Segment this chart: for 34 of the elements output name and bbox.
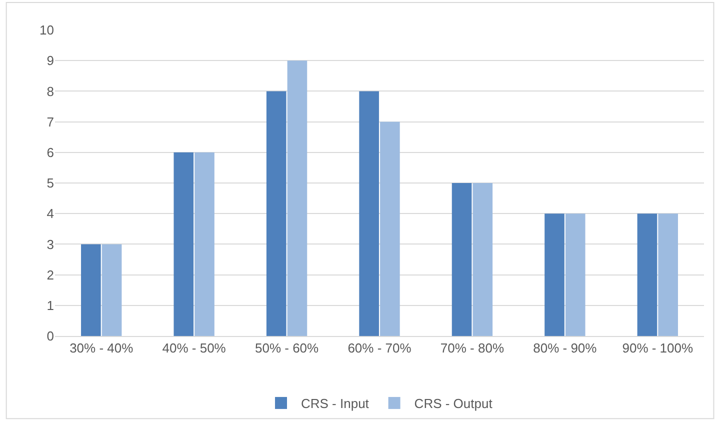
bar (658, 214, 678, 336)
bar (544, 214, 564, 336)
x-tick-label: 80% - 90% (533, 340, 598, 356)
bar (637, 214, 658, 336)
bar (472, 183, 493, 336)
x-tick-label: 30% - 40% (70, 340, 134, 356)
bar (359, 91, 379, 336)
y-tick-label: 5 (46, 176, 54, 191)
bar (266, 91, 286, 336)
x-tick-label: 90% - 100% (622, 340, 694, 356)
bar (194, 152, 214, 336)
bar (81, 244, 101, 336)
bar (102, 244, 122, 336)
y-tick-label: 3 (46, 236, 54, 252)
bar (565, 214, 586, 336)
x-tick-label: 70% - 80% (440, 340, 504, 356)
bar (174, 152, 194, 336)
y-tick-label: 9 (46, 53, 54, 68)
legend-label: CRS - Input (301, 396, 370, 412)
x-tick-label: 50% - 60% (254, 340, 320, 356)
bar (380, 122, 400, 336)
y-tick-label: 10 (40, 22, 54, 38)
y-tick-label: 7 (46, 114, 54, 130)
bar (287, 60, 308, 336)
y-tick-label: 6 (46, 144, 54, 160)
y-tick-label: 4 (46, 206, 54, 222)
x-tick-label: 40% - 50% (162, 340, 226, 356)
y-tick-label: 0 (46, 328, 54, 344)
legend-label: CRS - Output (414, 396, 493, 412)
bar (452, 183, 472, 336)
y-tick-label: 2 (46, 267, 54, 282)
y-tick-label: 8 (46, 84, 54, 99)
x-tick-label: 60% - 70% (348, 340, 412, 356)
y-tick-label: 1 (46, 298, 54, 313)
